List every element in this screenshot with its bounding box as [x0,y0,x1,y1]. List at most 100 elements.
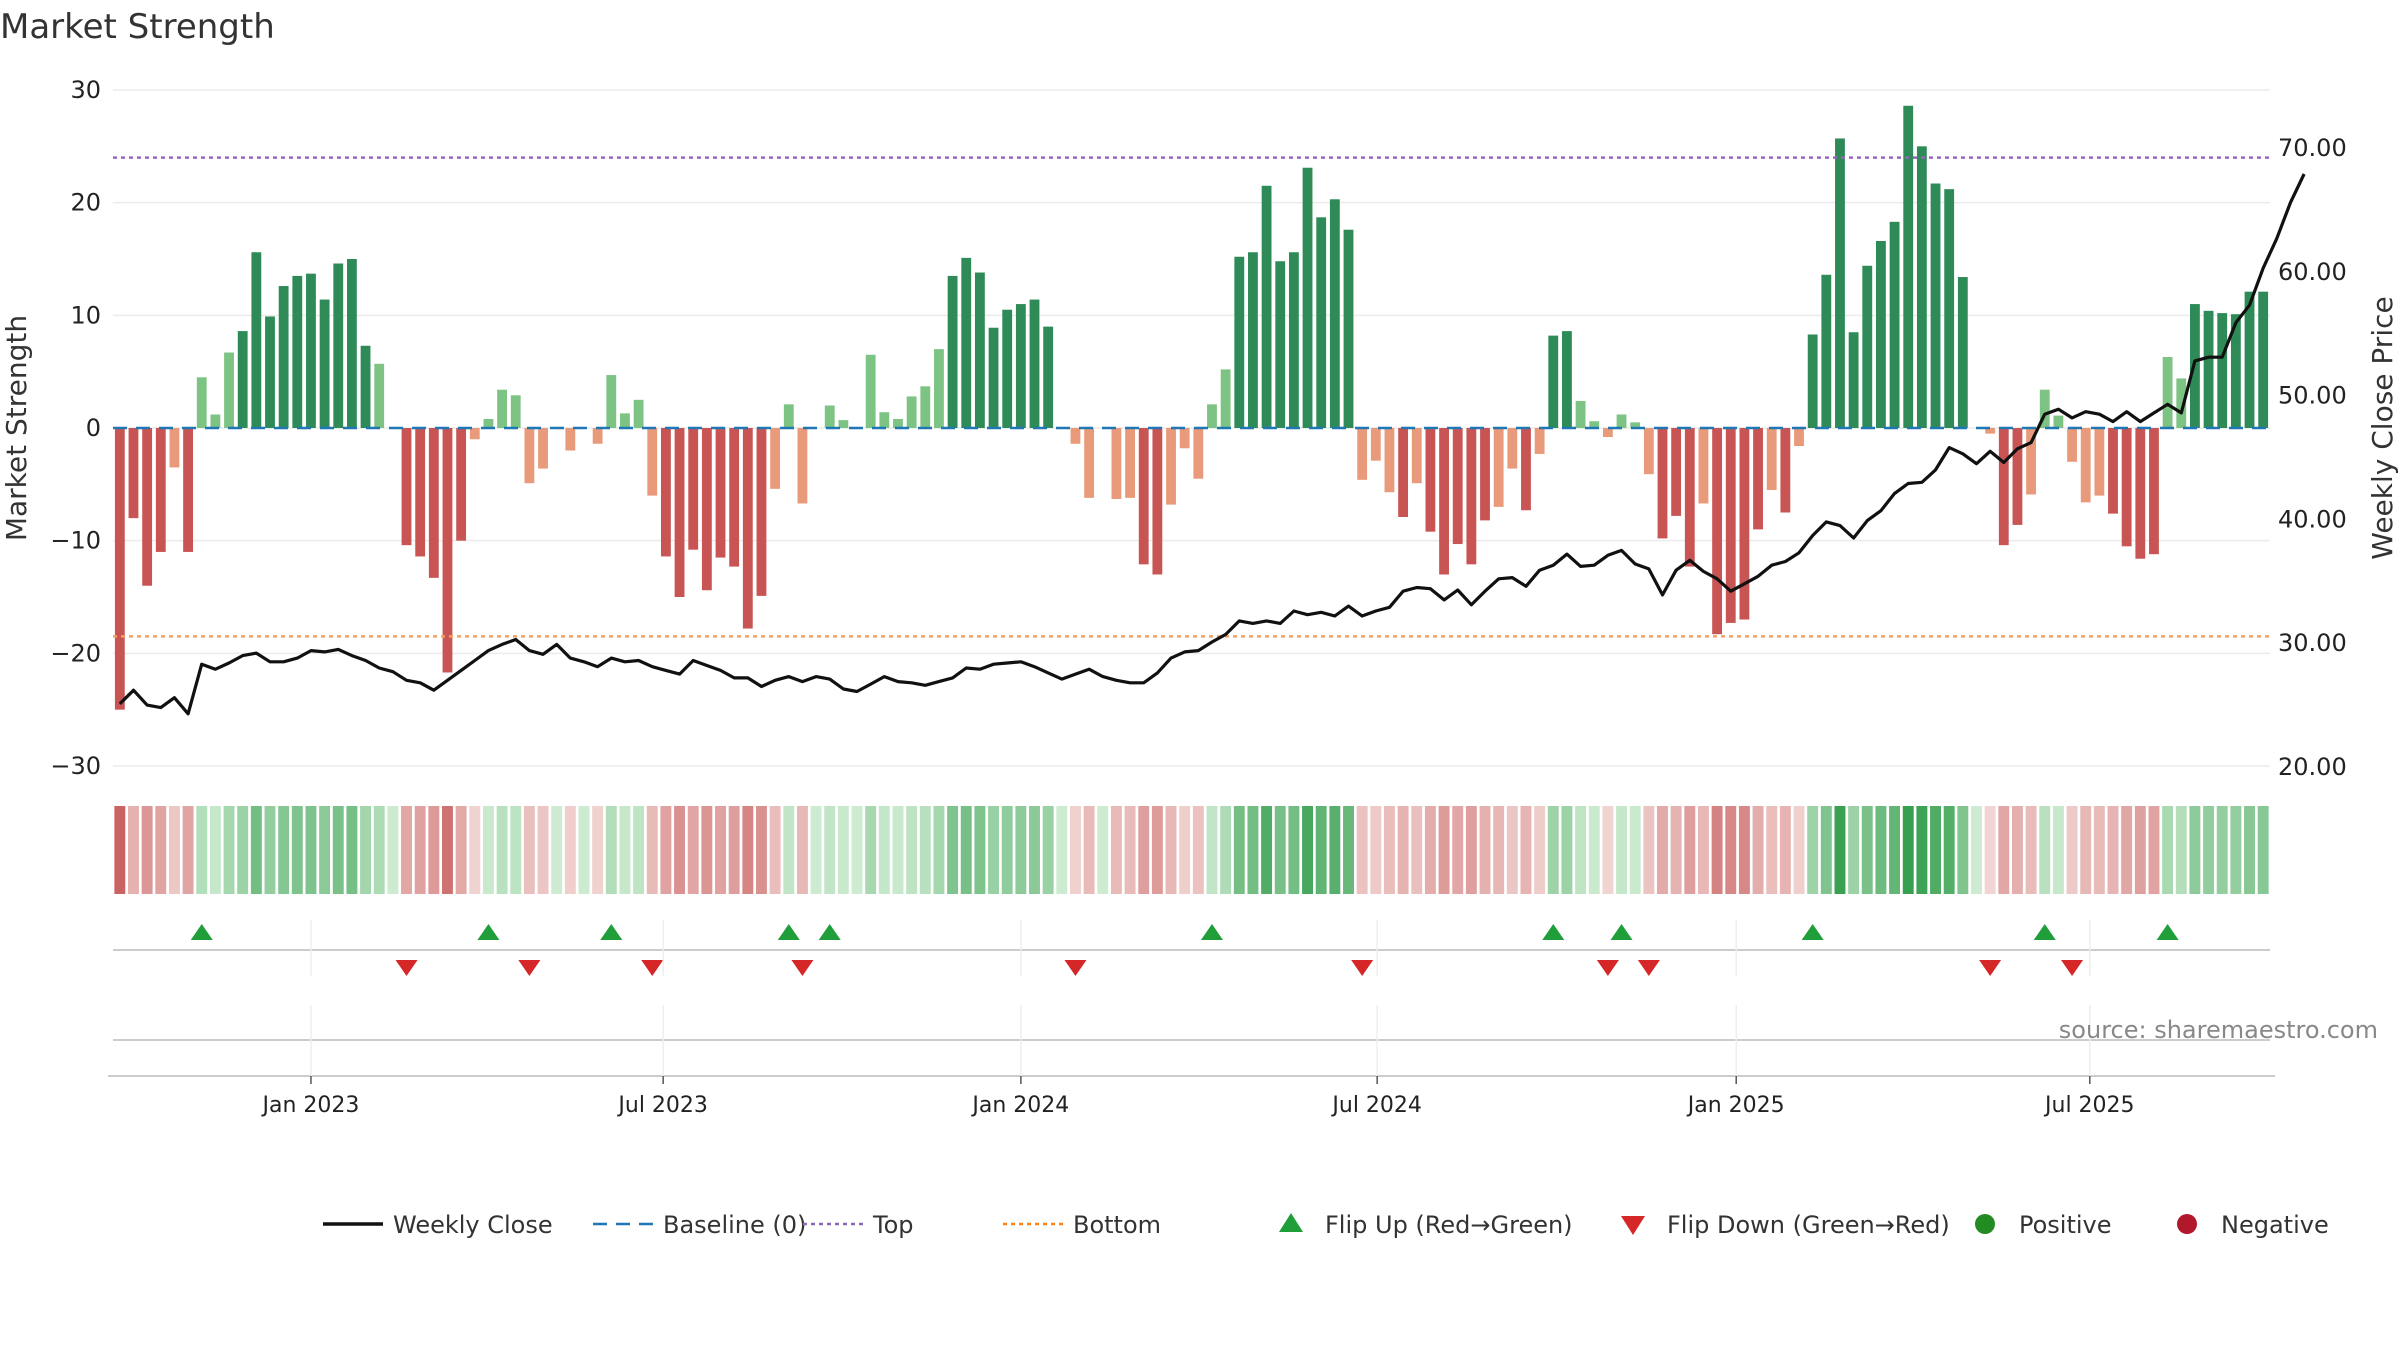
flip-markers-panel [113,924,2270,976]
strip-cell [168,806,180,894]
strength-bar [2244,291,2255,428]
right-tick-label: 20.00 [2278,753,2347,781]
strip-cell [783,806,795,894]
strength-bar [1384,428,1395,493]
strength-bar [1753,428,1763,530]
strength-bar [1562,331,1572,428]
strength-bar [1521,428,1531,511]
strength-bar [2039,389,2050,428]
strip-cell [2121,806,2133,894]
strip-cell [1465,806,1477,894]
strip-cell [2230,806,2242,894]
strength-bar [647,428,658,496]
strength-bar [1821,274,1832,428]
strip-cell [1943,806,1955,894]
legend-label: Flip Up (Red→Green) [1325,1211,1573,1239]
flip-down-marker [395,960,418,976]
strip-cell [1315,806,1327,894]
strip-cell [469,806,481,894]
strip-cell [346,806,358,894]
strip-cell [1697,806,1709,894]
strip-cell [687,806,699,894]
strip-cell [919,806,931,894]
x-tick-label: Jan 2023 [260,1093,359,1118]
flip-down-marker [641,960,664,976]
lower-panel [108,1039,2275,1077]
source-credit: source: sharemaestro.com [2059,1016,2378,1044]
strip-cell [496,806,508,894]
strength-bar [1602,428,1613,438]
strip-cell [2011,806,2023,894]
strength-bar [1043,326,1054,428]
strip-cell [1588,806,1600,894]
strip-cell [1738,806,1750,894]
strip-cell [1916,806,1928,894]
strength-bar [497,389,507,428]
strength-bar [1425,428,1436,532]
strength-bar [2135,428,2146,559]
strength-bar [1930,183,1941,428]
strip-cell [442,806,453,894]
strip-cell [1288,806,1300,894]
strength-bar [1780,428,1791,513]
strength-bar [1111,428,1122,499]
strength-bar [2149,428,2159,555]
strip-cell [1861,806,1873,894]
strip-cell [387,806,399,894]
strength-bar [155,428,166,552]
strip-cell [1165,806,1177,894]
strength-bar [2162,357,2173,428]
strength-bar [442,428,453,673]
strip-cell [373,806,385,894]
strength-bar [906,396,917,428]
strip-cell [1138,806,1150,894]
strength-bar [2258,291,2269,428]
strength-bar [510,395,521,428]
strip-cell [305,806,317,894]
strength-bar [360,345,371,428]
strip-cell [837,806,849,894]
strip-cell [1684,806,1696,894]
strength-bar [620,413,630,428]
strip-cell [332,806,344,894]
strip-cell [1807,806,1819,894]
strip-cell [851,806,863,894]
x-axis-ticks: Jan 2023 Jul 2023 Jan 2024 Jul 2024 Jan 2025… [260,920,2135,1118]
strip-cell [2203,806,2215,894]
strip-cell [2216,806,2228,894]
strip-cell [1083,806,1095,894]
chart-title: Market Strength [0,7,275,47]
strength-bar [606,375,617,428]
strength-bar [196,377,207,428]
strength-bar [415,428,426,557]
right-axis-label: Weekly Close Price [2366,296,2399,559]
strip-cell [1356,806,1368,894]
strip-cell [1725,806,1737,894]
strength-bar [524,428,535,484]
strength-bar [1466,428,1477,565]
right-tick-label: 40.00 [2278,505,2347,533]
flip-up-marker [2033,924,2056,940]
strip-cell [1192,806,1204,894]
strength-bar [2094,428,2105,496]
flip-up-marker [1200,924,1223,940]
strip-cell [1657,806,1668,894]
strength-bar [1712,428,1723,635]
strength-bar [688,428,699,550]
right-tick-label: 50.00 [2278,382,2347,410]
strip-cell [1902,806,1914,894]
flip-down-marker [1064,960,1087,976]
strength-bar [1630,422,1641,428]
strip-cell [1793,806,1805,894]
strip-cell [1547,806,1559,894]
strength-bar [1070,428,1081,444]
strip-cell [2025,806,2037,894]
strength-bar [1029,299,1040,428]
strip-cell [264,806,276,894]
strip-cell [824,806,836,894]
strength-bar [2203,310,2214,428]
left-tick-label: −30 [50,752,101,780]
strip-cell [2039,806,2051,894]
strength-bar [797,428,808,504]
